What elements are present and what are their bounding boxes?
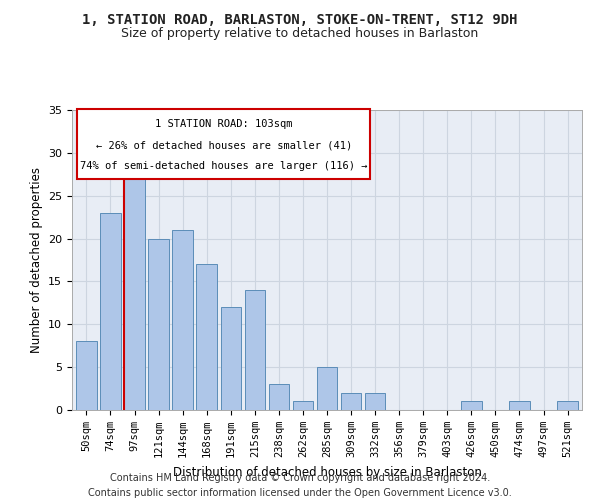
Bar — [196, 264, 217, 410]
Text: 1, STATION ROAD, BARLASTON, STOKE-ON-TRENT, ST12 9DH: 1, STATION ROAD, BARLASTON, STOKE-ON-TRE… — [82, 12, 518, 26]
Bar — [76, 342, 97, 410]
Bar — [245, 290, 265, 410]
Bar — [557, 402, 578, 410]
Bar — [172, 230, 193, 410]
Bar — [293, 402, 313, 410]
Text: 74% of semi-detached houses are larger (116) →: 74% of semi-detached houses are larger (… — [80, 162, 367, 172]
X-axis label: Distribution of detached houses by size in Barlaston: Distribution of detached houses by size … — [173, 466, 481, 478]
Bar — [221, 307, 241, 410]
Bar — [269, 384, 289, 410]
Text: Contains HM Land Registry data © Crown copyright and database right 2024.
Contai: Contains HM Land Registry data © Crown c… — [88, 472, 512, 498]
Bar — [461, 402, 482, 410]
Bar — [148, 238, 169, 410]
Bar — [365, 393, 385, 410]
Text: 1 STATION ROAD: 103sqm: 1 STATION ROAD: 103sqm — [155, 119, 292, 129]
Bar — [100, 213, 121, 410]
Bar — [317, 367, 337, 410]
Bar — [124, 170, 145, 410]
Y-axis label: Number of detached properties: Number of detached properties — [29, 167, 43, 353]
Bar — [509, 402, 530, 410]
FancyBboxPatch shape — [77, 108, 370, 179]
Text: Size of property relative to detached houses in Barlaston: Size of property relative to detached ho… — [121, 28, 479, 40]
Text: ← 26% of detached houses are smaller (41): ← 26% of detached houses are smaller (41… — [95, 140, 352, 150]
Bar — [341, 393, 361, 410]
